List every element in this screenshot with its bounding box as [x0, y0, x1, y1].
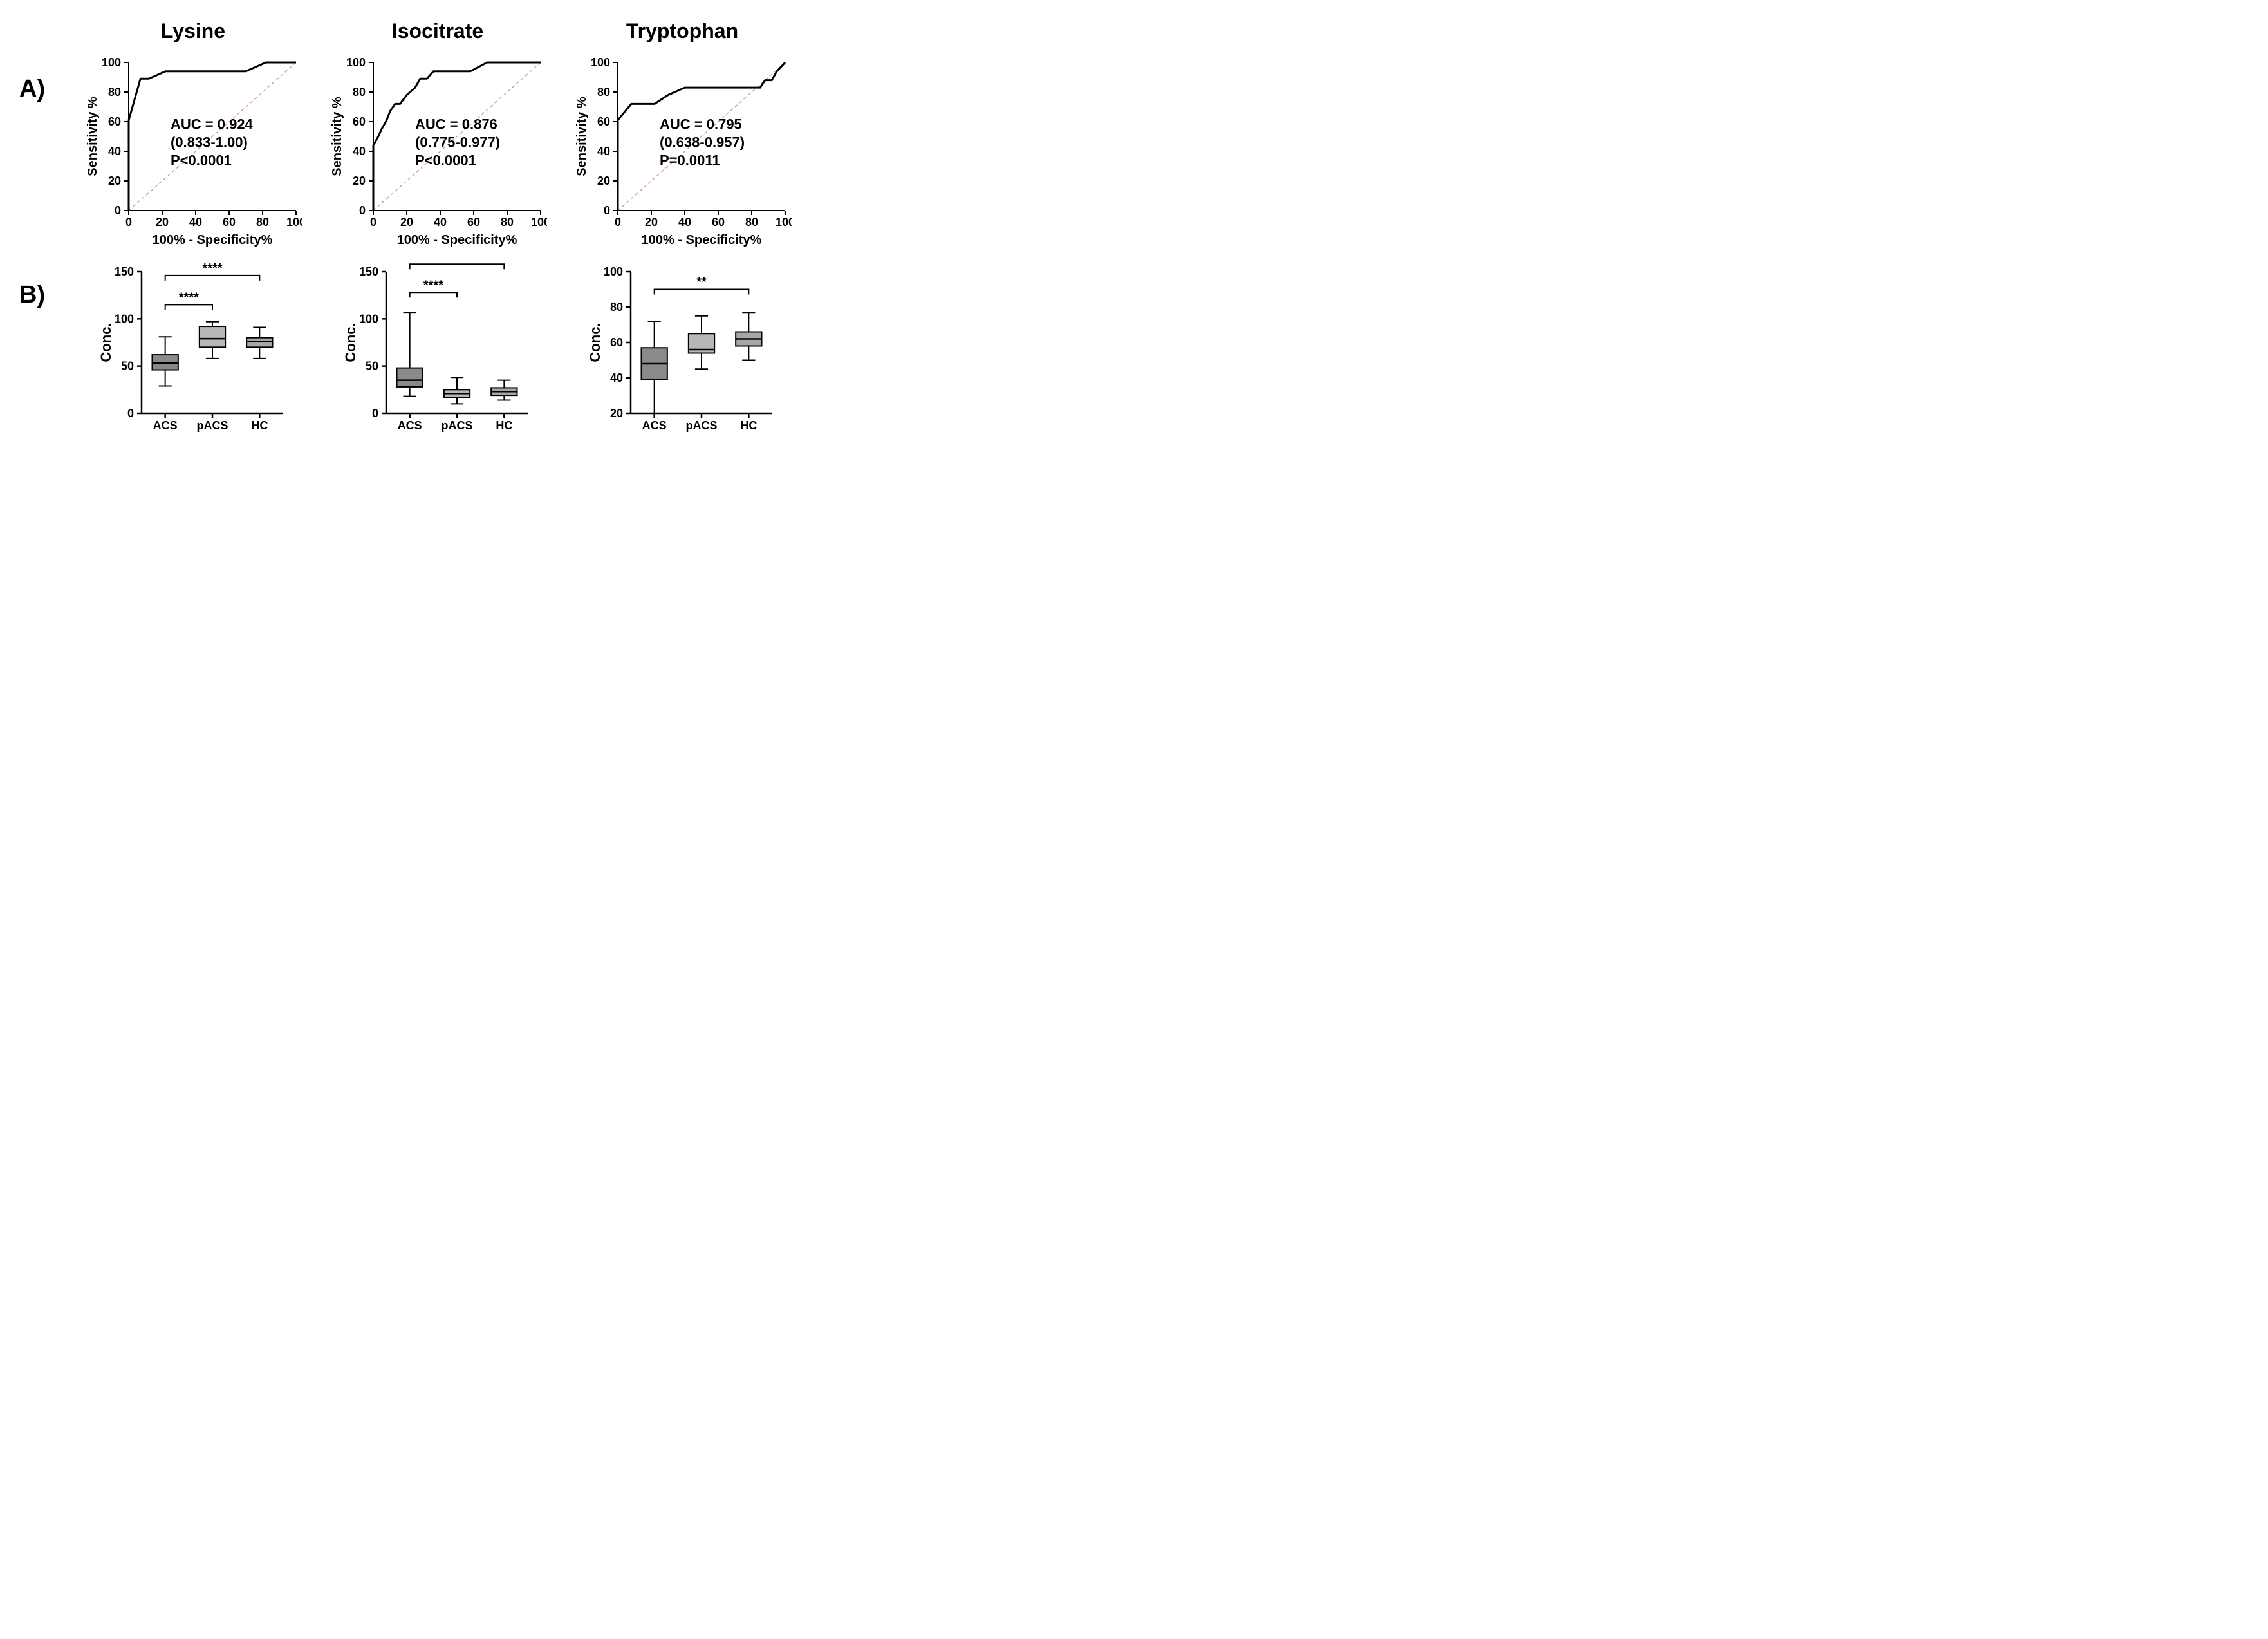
svg-text:0: 0 — [359, 204, 366, 217]
svg-text:50: 50 — [366, 360, 378, 373]
svg-text:****: **** — [423, 278, 443, 292]
svg-text:P<0.0001: P<0.0001 — [415, 153, 476, 169]
svg-text:40: 40 — [434, 216, 447, 229]
svg-text:60: 60 — [353, 115, 366, 128]
svg-text:50: 50 — [121, 360, 134, 373]
svg-text:60: 60 — [597, 115, 610, 128]
box-chart-1: 050100150Conc.ACSpACSHC******* — [328, 262, 547, 442]
svg-text:40: 40 — [597, 145, 610, 158]
svg-text:20: 20 — [353, 174, 366, 187]
svg-text:80: 80 — [597, 86, 610, 98]
svg-text:80: 80 — [256, 216, 269, 229]
svg-text:100: 100 — [286, 216, 302, 229]
svg-text:HC: HC — [740, 419, 757, 432]
svg-text:***: *** — [449, 262, 465, 264]
svg-text:0: 0 — [127, 407, 134, 420]
svg-text:80: 80 — [745, 216, 758, 229]
svg-text:P=0.0011: P=0.0011 — [660, 153, 720, 169]
svg-text:ACS: ACS — [398, 419, 422, 432]
svg-text:80: 80 — [353, 86, 366, 98]
svg-text:Conc.: Conc. — [342, 323, 358, 362]
col-title-tryptophan: Tryptophan — [573, 19, 792, 43]
svg-text:40: 40 — [678, 216, 691, 229]
svg-text:HC: HC — [251, 419, 268, 432]
panel-label-A: A) — [19, 56, 45, 103]
svg-text:ACS: ACS — [642, 419, 667, 432]
svg-text:0: 0 — [115, 204, 121, 217]
panel-label-B: B) — [19, 262, 45, 309]
svg-text:40: 40 — [353, 145, 366, 158]
svg-text:100: 100 — [346, 56, 366, 69]
svg-text:Sensitivity %: Sensitivity % — [575, 97, 589, 176]
svg-text:0: 0 — [372, 407, 378, 420]
svg-text:60: 60 — [610, 336, 623, 349]
svg-text:40: 40 — [610, 371, 623, 384]
svg-text:100: 100 — [102, 56, 121, 69]
svg-text:60: 60 — [223, 216, 236, 229]
svg-text:Conc.: Conc. — [98, 323, 114, 362]
svg-text:AUC = 0.795: AUC = 0.795 — [660, 117, 742, 133]
svg-text:Conc.: Conc. — [587, 323, 603, 362]
roc-chart-0: 0 20 40 60 80 100 0 20 40 60 80 100 100% - Specifici… — [84, 56, 302, 249]
svg-text:pACS: pACS — [686, 419, 718, 432]
svg-text:0: 0 — [125, 216, 132, 229]
svg-text:20: 20 — [610, 407, 623, 420]
col-title-lysine: Lysine — [84, 19, 302, 43]
figure-root: Lysine Isocitrate Tryptophan A) 0 20 40 60 8… — [19, 19, 792, 442]
svg-text:0: 0 — [615, 216, 621, 229]
svg-text:20: 20 — [400, 216, 413, 229]
svg-text:150: 150 — [359, 265, 378, 278]
roc-chart-1: 0 20 40 60 80 100 0 20 40 60 80 100 100% - Specifici… — [328, 56, 547, 249]
svg-text:(0.775-0.977): (0.775-0.977) — [415, 135, 500, 151]
svg-text:HC: HC — [496, 419, 512, 432]
svg-text:0: 0 — [370, 216, 376, 229]
svg-text:AUC = 0.924: AUC = 0.924 — [171, 117, 254, 133]
svg-text:****: **** — [179, 290, 199, 304]
svg-text:100: 100 — [591, 56, 610, 69]
svg-text:100: 100 — [776, 216, 792, 229]
svg-text:Sensitivity %: Sensitivity % — [330, 97, 344, 176]
svg-text:80: 80 — [501, 216, 514, 229]
svg-text:60: 60 — [467, 216, 480, 229]
svg-text:0: 0 — [604, 204, 610, 217]
svg-text:Sensitivity %: Sensitivity % — [86, 97, 100, 176]
svg-text:80: 80 — [108, 86, 121, 98]
svg-text:60: 60 — [108, 115, 121, 128]
svg-text:40: 40 — [108, 145, 121, 158]
svg-text:100% - Specificity%: 100% - Specificity% — [397, 233, 517, 247]
svg-text:100% - Specificity%: 100% - Specificity% — [153, 233, 273, 247]
svg-text:60: 60 — [712, 216, 725, 229]
svg-text:****: **** — [202, 262, 222, 276]
svg-text:100% - Specificity%: 100% - Specificity% — [642, 233, 762, 247]
svg-text:**: ** — [696, 276, 707, 290]
svg-text:20: 20 — [156, 216, 169, 229]
svg-text:150: 150 — [115, 265, 134, 278]
svg-text:20: 20 — [597, 174, 610, 187]
svg-text:(0.638-0.957): (0.638-0.957) — [660, 135, 745, 151]
svg-text:100: 100 — [359, 312, 378, 325]
svg-text:40: 40 — [189, 216, 202, 229]
svg-text:80: 80 — [610, 301, 623, 314]
col-title-isocitrate: Isocitrate — [328, 19, 547, 43]
svg-text:20: 20 — [645, 216, 658, 229]
svg-text:AUC = 0.876: AUC = 0.876 — [415, 117, 497, 133]
box-chart-2: 20 40 60 80 100 Conc. ACS pACS HC ** — [573, 262, 792, 442]
svg-text:ACS: ACS — [153, 419, 178, 432]
svg-text:P<0.0001: P<0.0001 — [171, 153, 232, 169]
svg-text:100: 100 — [604, 265, 623, 278]
svg-text:100: 100 — [531, 216, 547, 229]
box-chart-0: 0 50 100 150 Conc. ACS pACS HC ******** — [84, 262, 302, 442]
svg-text:100: 100 — [115, 312, 134, 325]
svg-text:pACS: pACS — [197, 419, 228, 432]
svg-text:pACS: pACS — [442, 419, 473, 432]
svg-text:20: 20 — [108, 174, 121, 187]
roc-chart-2: 0 20 40 60 80 100 0 20 40 60 80 100 100% - Specifici… — [573, 56, 792, 249]
svg-text:(0.833-1.00): (0.833-1.00) — [171, 135, 248, 151]
